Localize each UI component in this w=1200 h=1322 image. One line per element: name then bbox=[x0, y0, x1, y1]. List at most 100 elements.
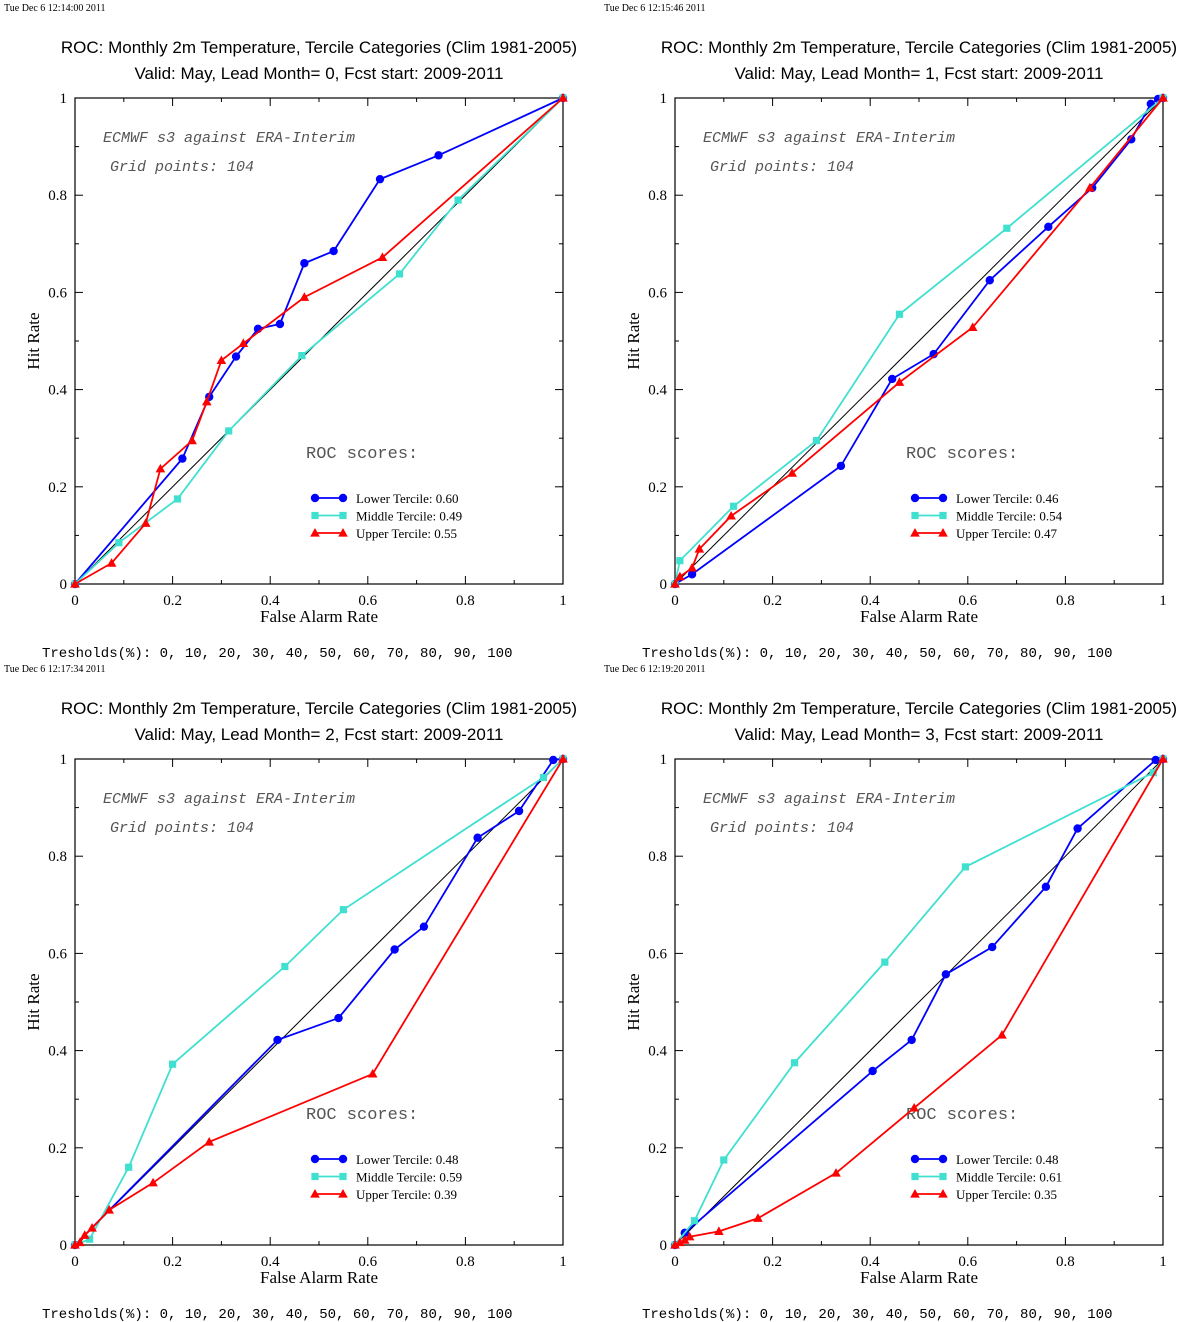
data-point bbox=[549, 755, 558, 765]
timestamp: Tue Dec 6 12:14:00 2011 bbox=[4, 3, 105, 14]
data-point bbox=[390, 945, 399, 954]
data-point bbox=[273, 1035, 282, 1045]
y-tick-label: 0 bbox=[60, 577, 68, 593]
data-point bbox=[299, 292, 310, 301]
legend-label: Middle Tercile: 0.61 bbox=[956, 1170, 1062, 1185]
data-point bbox=[831, 1168, 841, 1177]
data-point bbox=[75, 1237, 85, 1247]
x-tick-label: 0 bbox=[671, 593, 679, 609]
legend-label: Lower Tercile: 0.60 bbox=[356, 491, 458, 506]
roc-panel-1: Tue Dec 6 12:15:46 2011 ROC: Monthly 2m T… bbox=[604, 3, 1177, 662]
data-point bbox=[115, 539, 123, 547]
y-tick-label: 0.2 bbox=[48, 1141, 67, 1157]
x-tick-label: 0.6 bbox=[358, 1254, 377, 1270]
data-point bbox=[887, 374, 897, 384]
y-tick-label: 1 bbox=[660, 91, 668, 107]
data-point bbox=[1003, 224, 1011, 232]
y-tick-label: 0.2 bbox=[648, 480, 667, 496]
x-tick-label: 1 bbox=[559, 1254, 567, 1270]
legend-marker bbox=[910, 1189, 920, 1198]
data-point bbox=[726, 510, 736, 520]
x-tick-label: 0.8 bbox=[1056, 593, 1075, 609]
y-tick-label: 0.8 bbox=[48, 849, 67, 865]
data-point bbox=[454, 196, 462, 204]
source-annotation: ECMWF s3 against ERA-Interim bbox=[103, 130, 355, 147]
legend-marker bbox=[939, 1172, 947, 1181]
data-point bbox=[753, 1213, 763, 1222]
data-point bbox=[125, 1163, 133, 1171]
y-tick-label: 0.6 bbox=[648, 946, 667, 962]
legend-marker bbox=[910, 1154, 920, 1164]
data-point bbox=[679, 1235, 690, 1244]
data-point bbox=[1073, 824, 1082, 833]
data-point bbox=[670, 579, 680, 588]
legend-marker bbox=[939, 511, 947, 520]
legend-label: Lower Tercile: 0.48 bbox=[956, 1152, 1058, 1167]
data-point bbox=[868, 1066, 877, 1076]
legend-entry: Upper Tercile: 0.35 bbox=[910, 1187, 1057, 1202]
legend-label: Middle Tercile: 0.54 bbox=[956, 509, 1063, 524]
data-point bbox=[881, 958, 889, 966]
chart-title: ROC: Monthly 2m Temperature, Tercile Cat… bbox=[61, 699, 577, 718]
data-point bbox=[1085, 182, 1095, 192]
data-point bbox=[187, 435, 197, 445]
legend-marker bbox=[338, 493, 348, 503]
chart-subtitle: Valid: May, Lead Month= 0, Fcst start: 2… bbox=[134, 64, 503, 83]
data-point bbox=[812, 437, 821, 445]
data-point bbox=[375, 174, 385, 184]
data-point bbox=[1041, 882, 1051, 892]
y-tick-label: 1 bbox=[60, 752, 68, 768]
legend-marker bbox=[911, 1172, 919, 1181]
x-axis-label: False Alarm Rate bbox=[860, 607, 978, 626]
legend-label: Upper Tercile: 0.55 bbox=[356, 526, 457, 541]
y-tick-label: 0.4 bbox=[48, 1044, 67, 1060]
diagonal-reference-line bbox=[674, 758, 1164, 1246]
data-point bbox=[687, 570, 697, 579]
data-point bbox=[836, 461, 846, 471]
data-point bbox=[997, 1030, 1007, 1039]
data-point bbox=[514, 806, 524, 816]
legend-entry: Lower Tercile: 0.60 bbox=[310, 491, 458, 506]
data-point bbox=[377, 252, 388, 262]
chart-subtitle: Valid: May, Lead Month= 3, Fcst start: 2… bbox=[734, 725, 1103, 744]
x-axis-label: False Alarm Rate bbox=[260, 607, 378, 626]
diagonal-reference-line bbox=[74, 758, 564, 1246]
data-point bbox=[434, 151, 443, 160]
legend-entry: Lower Tercile: 0.46 bbox=[910, 491, 1059, 506]
legend-marker bbox=[911, 511, 919, 520]
y-axis-label: Hit Rate bbox=[24, 973, 43, 1030]
x-tick-label: 0 bbox=[671, 1254, 679, 1270]
chart-title: ROC: Monthly 2m Temperature, Tercile Cat… bbox=[661, 38, 1177, 57]
x-tick-label: 0 bbox=[71, 593, 79, 609]
data-point bbox=[216, 355, 227, 365]
y-tick-label: 0.4 bbox=[48, 383, 67, 399]
data-point bbox=[367, 1068, 378, 1078]
data-point bbox=[104, 1205, 114, 1214]
data-point bbox=[148, 1177, 158, 1187]
data-point bbox=[787, 468, 797, 477]
data-point bbox=[1158, 754, 1168, 763]
roc-scores-heading: ROC scores: bbox=[306, 445, 418, 464]
data-point bbox=[106, 558, 117, 567]
data-point bbox=[1044, 222, 1053, 231]
legend-marker bbox=[311, 1172, 319, 1181]
data-point bbox=[675, 571, 685, 581]
y-tick-label: 0.8 bbox=[648, 849, 667, 865]
data-point bbox=[694, 544, 705, 553]
data-point bbox=[675, 1237, 685, 1247]
y-axis-label: Hit Rate bbox=[624, 312, 643, 369]
y-axis-label: Hit Rate bbox=[624, 973, 643, 1030]
data-point bbox=[204, 1136, 214, 1146]
chart-title: ROC: Monthly 2m Temperature, Tercile Cat… bbox=[61, 38, 577, 57]
grid-points-annotation: Grid points: 104 bbox=[710, 820, 854, 837]
y-tick-label: 0.8 bbox=[648, 188, 667, 204]
data-point bbox=[729, 502, 738, 510]
data-point bbox=[1151, 755, 1160, 765]
source-annotation: ECMWF s3 against ERA-Interim bbox=[703, 791, 955, 808]
x-tick-label: 0.4 bbox=[861, 593, 880, 609]
legend-entry: Middle Tercile: 0.54 bbox=[911, 509, 1063, 524]
legend-marker bbox=[339, 1172, 347, 1181]
legend-label: Lower Tercile: 0.48 bbox=[356, 1152, 458, 1167]
data-point bbox=[1149, 769, 1157, 777]
